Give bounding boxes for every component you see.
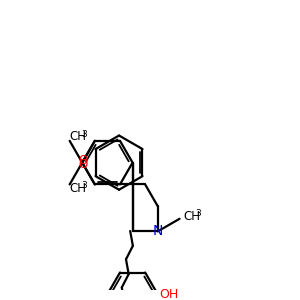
Text: OH: OH [160,288,179,300]
Text: 3: 3 [195,209,201,218]
Text: O: O [79,158,88,171]
Text: CH: CH [183,210,200,224]
Text: 3: 3 [81,181,87,190]
Text: 3: 3 [81,130,87,139]
Text: CH: CH [70,130,87,143]
Text: CH: CH [70,182,87,195]
Text: O: O [79,154,88,167]
Text: N: N [153,224,163,239]
